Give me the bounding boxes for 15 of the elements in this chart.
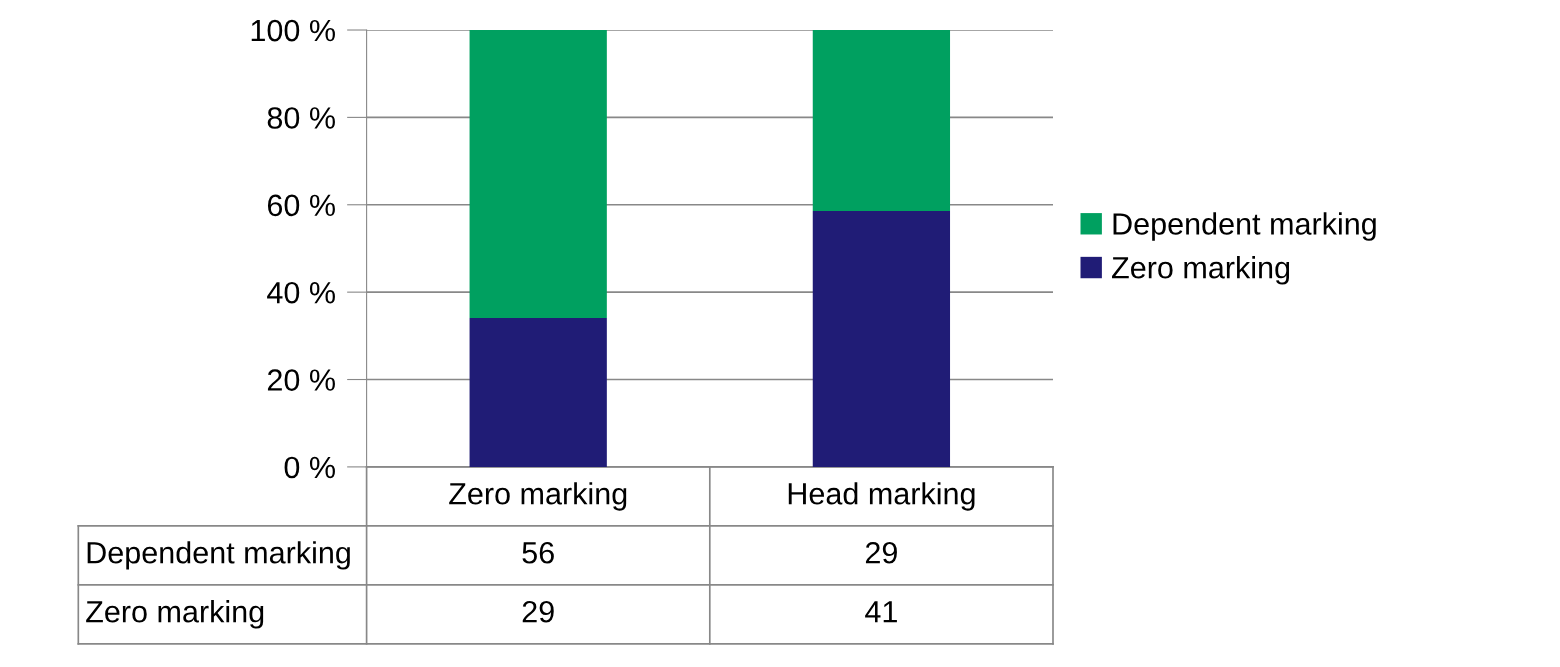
legend-label: Dependent marking: [1113, 212, 1376, 241]
text: 41: [865, 601, 897, 623]
legend-label: Zero marking: [1112, 256, 1290, 285]
text: 56: [522, 541, 554, 564]
text: 29: [865, 541, 897, 564]
y-tick-label: 40 %: [267, 281, 335, 304]
x-tick-label: Head marking: [788, 482, 975, 511]
y-tick-label: 80 %: [267, 107, 335, 129]
y-tick-label: 100 %: [251, 19, 335, 42]
y-tick-label: 20 %: [267, 369, 335, 391]
y-tick-label: 0 %: [284, 456, 335, 479]
y-tick-label: 60 %: [267, 194, 335, 217]
text: Dependent marking: [87, 541, 350, 570]
text: Zero marking: [86, 600, 264, 629]
text: 29: [522, 600, 554, 623]
